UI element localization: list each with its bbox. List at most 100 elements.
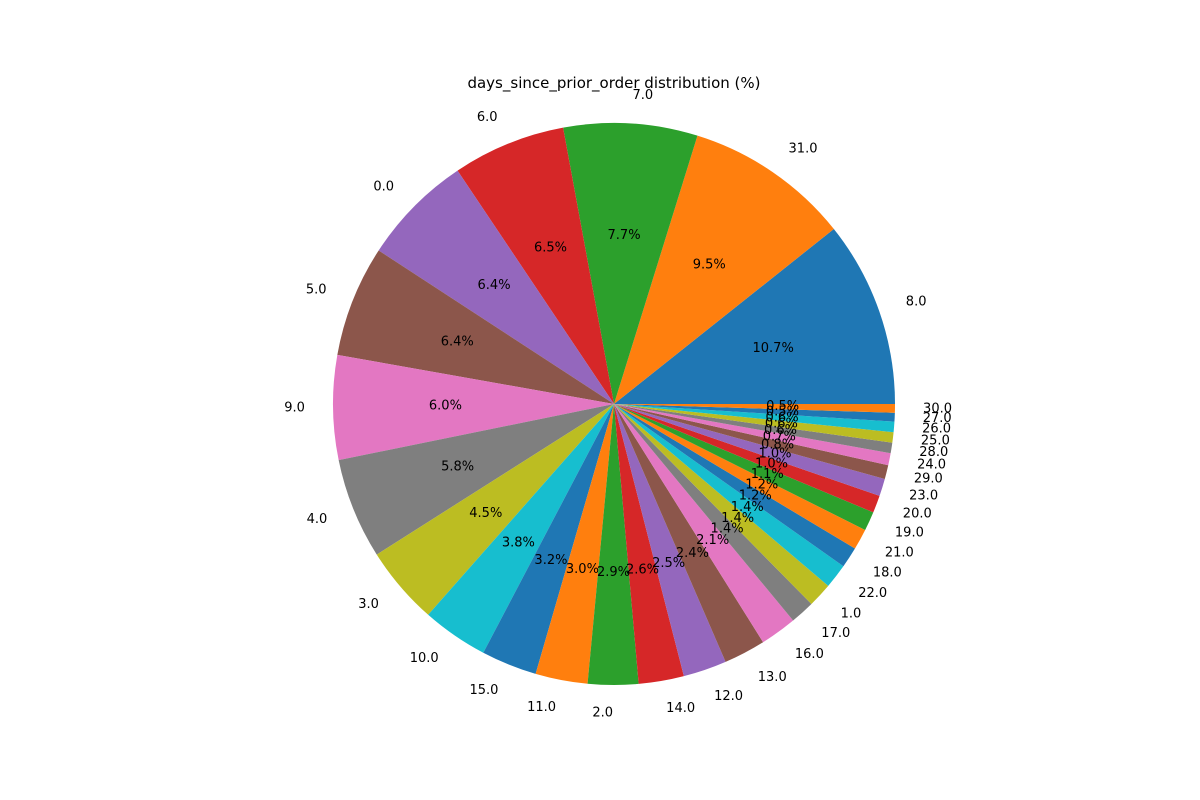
percent-label: 10.7%	[753, 341, 794, 356]
pie-slice-9-0	[333, 354, 614, 461]
category-label: 31.0	[789, 141, 818, 156]
pie-slice-26-0	[614, 404, 895, 433]
percent-label: 0.6%	[765, 417, 798, 432]
category-label: 17.0	[821, 626, 850, 641]
pie-slice-3-0	[376, 404, 614, 615]
category-label: 6.0	[477, 110, 498, 125]
pie-slice-20-0	[614, 404, 880, 513]
category-label: 25.0	[921, 433, 950, 448]
percent-label: 4.5%	[469, 506, 502, 521]
category-label: 15.0	[469, 683, 498, 698]
percent-label: 9.5%	[693, 257, 726, 272]
pie-slice-22-0	[614, 404, 844, 586]
percent-label: 0.8%	[761, 437, 794, 452]
category-label: 26.0	[922, 422, 951, 437]
percent-label: 7.7%	[608, 228, 641, 243]
percent-label: 0.5%	[766, 399, 799, 414]
percent-label: 1.4%	[721, 511, 754, 526]
percent-label: 0.6%	[766, 410, 799, 425]
category-label: 11.0	[527, 700, 556, 715]
pie-slice-6-0	[457, 127, 614, 404]
pie-slice-7-0	[563, 123, 698, 405]
percent-label: 1.0%	[758, 447, 791, 462]
pie-slice-25-0	[614, 404, 894, 443]
percent-label: 0.5%	[766, 404, 799, 419]
pie-slice-17-0	[614, 404, 812, 621]
category-label: 14.0	[666, 701, 695, 716]
category-label: 24.0	[917, 457, 946, 472]
percent-label: 1.2%	[739, 489, 772, 504]
percent-label: 1.0%	[755, 457, 788, 472]
percent-label: 2.5%	[652, 556, 685, 571]
pie-slice-14-0	[614, 404, 684, 684]
percent-label: 0.7%	[763, 430, 796, 445]
percent-label: 2.9%	[597, 565, 630, 580]
pie-slice-19-0	[614, 404, 874, 530]
pie-slice-30-0	[614, 404, 895, 413]
category-label: 27.0	[923, 411, 952, 426]
pie-slice-4-0	[338, 404, 614, 555]
category-label: 16.0	[795, 647, 824, 662]
pie-slice-0-0	[378, 170, 614, 404]
pie-slice-16-0	[614, 404, 794, 643]
category-label: 28.0	[919, 445, 948, 460]
category-label: 29.0	[914, 471, 943, 486]
pie-slice-28-0	[614, 404, 893, 454]
category-label: 5.0	[306, 283, 327, 298]
pie-slice-18-0	[614, 404, 855, 567]
category-label: 10.0	[410, 651, 439, 666]
pie-slice-5-0	[337, 250, 614, 404]
percent-label: 6.5%	[534, 240, 567, 255]
category-label: 23.0	[909, 488, 938, 503]
percent-label: 2.4%	[676, 546, 709, 561]
category-label: 20.0	[903, 507, 932, 522]
pie-slice-29-0	[614, 404, 889, 479]
pie-slice-12-0	[614, 404, 726, 677]
percent-label: 1.2%	[745, 478, 778, 493]
percent-label: 6.4%	[441, 334, 474, 349]
percent-label: 3.2%	[534, 553, 567, 568]
pie-slice-1-0	[614, 404, 829, 604]
pie-slice-24-0	[614, 404, 891, 466]
category-label: 21.0	[885, 545, 914, 560]
pie-slice-13-0	[614, 404, 764, 662]
pie-slice-21-0	[614, 404, 866, 549]
percent-label: 1.4%	[731, 500, 764, 515]
category-label: 18.0	[873, 565, 902, 580]
pie-slice-23-0	[614, 404, 885, 496]
pie-slice-11-0	[535, 404, 614, 684]
category-labels: 8.0 31.0 7.0 6.0 0.0 5.0 9.0 4.0 3.0 10.0 15.0 11.0…	[284, 88, 952, 721]
category-label: 13.0	[758, 670, 787, 685]
percent-label: 2.6%	[626, 563, 659, 578]
pie-slices	[333, 123, 895, 686]
category-label: 9.0	[284, 400, 305, 415]
category-label: 22.0	[858, 586, 887, 601]
category-label: 2.0	[592, 706, 613, 721]
category-label: 8.0	[906, 295, 927, 310]
category-label: 0.0	[373, 179, 394, 194]
percent-label: 2.1%	[696, 533, 729, 548]
chart-title: days_since_prior_order distribution (%)	[467, 74, 760, 93]
category-label: 7.0	[632, 88, 653, 103]
pie-slice-2-0	[587, 404, 639, 686]
percent-labels: 10.7% 9.5% 7.7% 6.5% 6.4% 6.4% 6.0% 5.8% 4.5%3.8…	[429, 228, 799, 580]
pie-slice-8-0	[614, 228, 895, 404]
category-label: 12.0	[714, 689, 743, 704]
category-label: 3.0	[358, 597, 379, 612]
percent-label: 6.4%	[478, 278, 511, 293]
pie-slice-27-0	[614, 404, 895, 422]
category-label: 30.0	[923, 401, 952, 416]
pie-slice-15-0	[483, 404, 614, 674]
percent-label: 6.0%	[429, 399, 462, 414]
pie-slice-10-0	[428, 404, 614, 653]
category-label: 19.0	[895, 525, 924, 540]
percent-label: 0.6%	[764, 423, 797, 438]
category-label: 4.0	[307, 512, 328, 527]
percent-label: 1.1%	[751, 467, 784, 482]
pie-slice-31-0	[614, 135, 834, 405]
percent-label: 1.4%	[711, 522, 744, 537]
percent-label: 3.0%	[566, 562, 599, 577]
percent-label: 3.8%	[502, 535, 535, 550]
percent-label: 5.8%	[441, 460, 474, 475]
